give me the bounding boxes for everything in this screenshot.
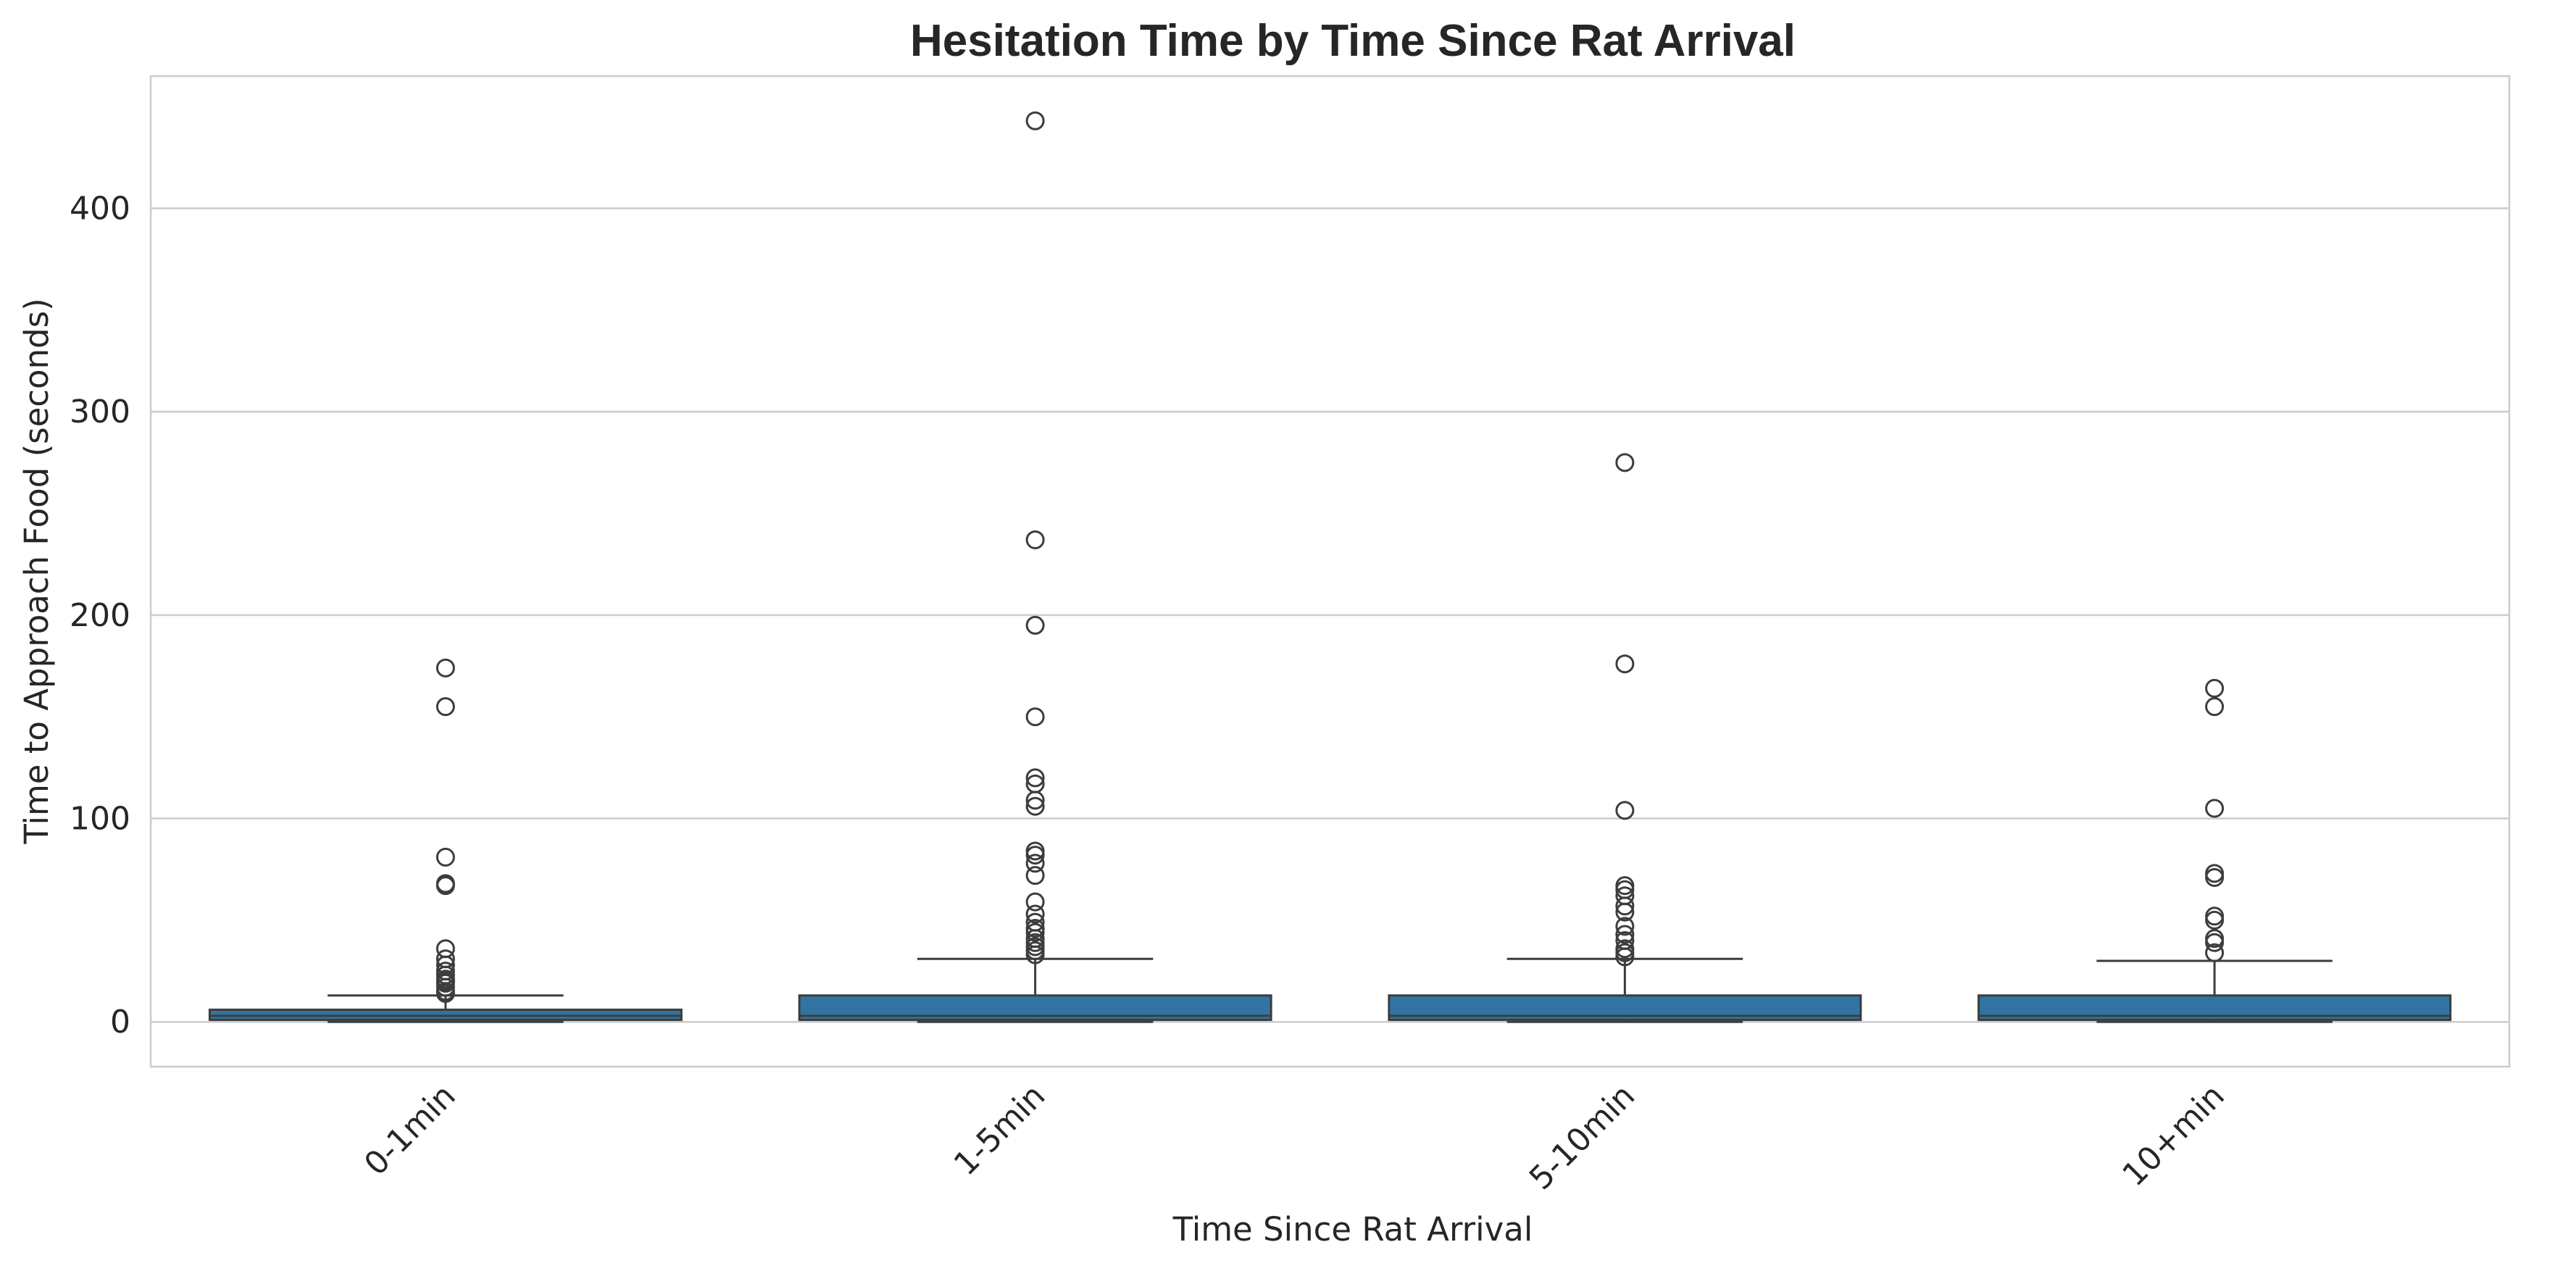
x-tick-label-5-10min: 5-10min	[1522, 1078, 1642, 1197]
outlier-point	[1615, 925, 1635, 944]
x-axis-label: Time Since Rat Arrival	[1172, 1210, 1533, 1249]
outlier-point	[2205, 867, 2225, 887]
outlier-point	[2205, 697, 2225, 717]
box-group-10+min	[1977, 678, 2452, 1023]
x-tick-label-0-1min: 0-1min	[357, 1078, 463, 1183]
outlier-point	[1025, 892, 1045, 912]
x-axis-ticks: 0-1min 1-5min 5-10min 10+min	[357, 1078, 2232, 1197]
y-tick-label-200: 200	[70, 597, 130, 634]
box-group-1-5min	[798, 111, 1272, 1023]
outlier-point	[1615, 902, 1635, 922]
outlier-point	[435, 983, 455, 1003]
y-tick-label-100: 100	[70, 801, 130, 838]
outlier-point	[1025, 791, 1045, 810]
outlier-point	[2205, 864, 2225, 883]
outlier-point	[1615, 801, 1635, 820]
outlier-point	[435, 658, 455, 678]
box-series	[208, 111, 2452, 1023]
outlier-point	[1025, 904, 1045, 924]
outlier-point	[1025, 922, 1045, 942]
outlier-point	[1025, 945, 1045, 964]
outlier-point	[1025, 854, 1045, 873]
y-tick-label-0: 0	[110, 1004, 130, 1041]
outlier-point	[1615, 654, 1635, 674]
chart-title: Hesitation Time by Time Since Rat Arriva…	[910, 16, 1796, 66]
box-group-0-1min	[208, 658, 683, 1023]
outlier-point	[1025, 768, 1045, 788]
outlier-point	[2205, 933, 2225, 952]
outlier-point	[1025, 796, 1045, 816]
outlier-point	[2205, 678, 2225, 698]
outlier-point	[1025, 615, 1045, 635]
outlier-point	[2205, 943, 2225, 962]
outlier-point	[1025, 530, 1045, 549]
plot-frame	[149, 75, 2511, 1068]
y-axis-label: Time to Approach Food (seconds)	[17, 298, 56, 844]
y-tick-label-400: 400	[70, 190, 130, 227]
box-group-5-10min	[1388, 453, 1862, 1023]
outlier-point	[1025, 866, 1045, 885]
outlier-point	[1025, 707, 1045, 727]
outlier-point	[2205, 799, 2225, 818]
outlier-point	[2205, 907, 2225, 926]
x-tick-label-1-5min: 1-5min	[947, 1078, 1053, 1183]
y-axis-ticks: 0 100 200 300 400	[70, 190, 130, 1041]
x-tick-label-10+min: 10+min	[2116, 1078, 2232, 1193]
outlier-point	[1615, 917, 1635, 936]
outlier-point	[435, 876, 455, 896]
outlier-point	[1025, 846, 1045, 865]
outlier-point	[435, 697, 455, 717]
gridlines	[151, 207, 2509, 1023]
outlier-point	[1615, 947, 1635, 967]
outlier-point	[1615, 453, 1635, 472]
outlier-point	[2205, 910, 2225, 930]
outlier-point	[1615, 896, 1635, 916]
y-tick-label-300: 300	[70, 393, 130, 430]
outlier-point	[435, 847, 455, 867]
outlier-point	[1025, 111, 1045, 130]
